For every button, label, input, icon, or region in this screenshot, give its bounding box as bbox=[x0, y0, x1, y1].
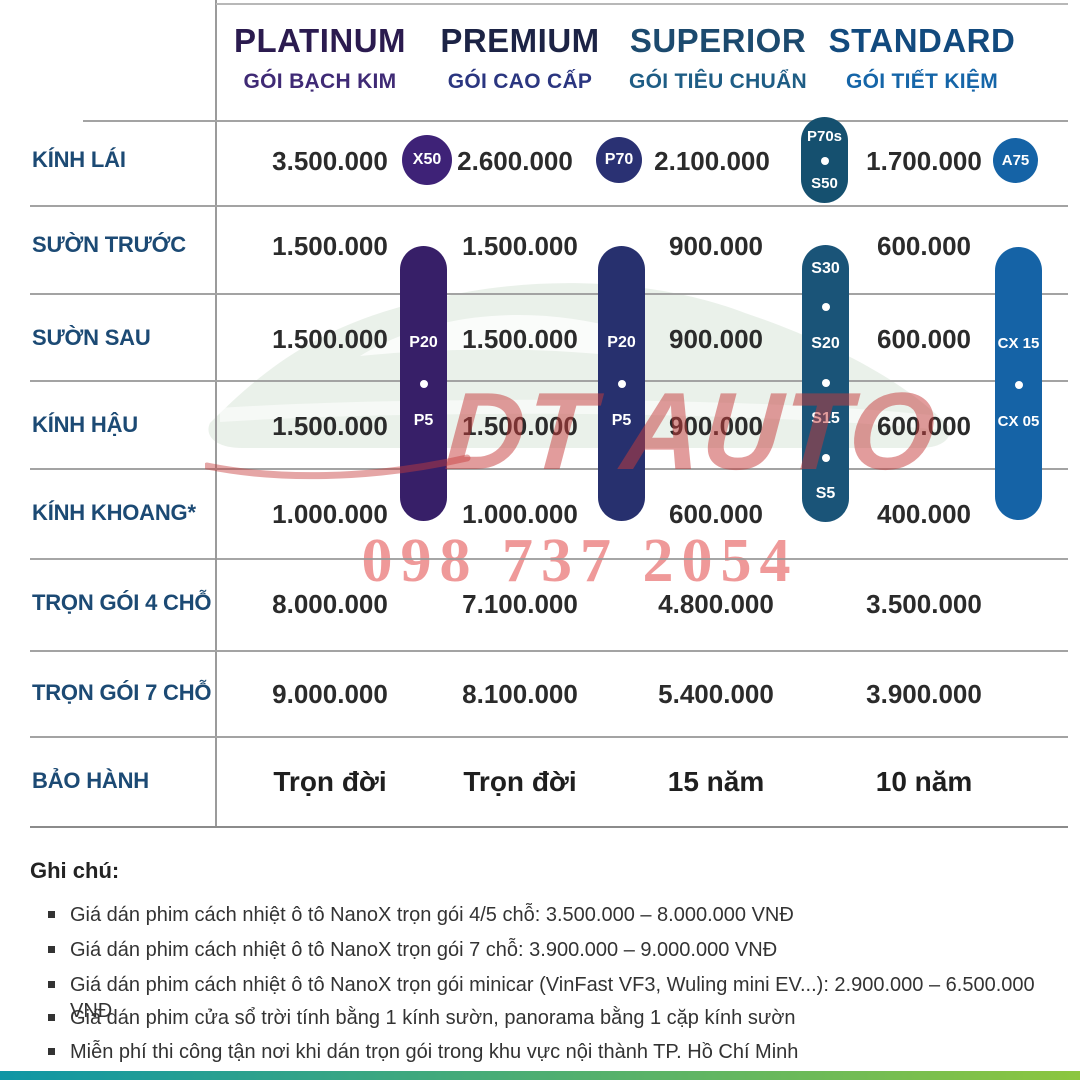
dot-icon bbox=[820, 157, 829, 165]
column-divider bbox=[215, 0, 217, 828]
row-label-tron-goi-4-cho: TRỌN GÓI 4 CHỖ bbox=[32, 590, 212, 615]
divider-row bbox=[30, 380, 1068, 382]
cell-kinh-hau-platinum: 1.500.000 bbox=[272, 411, 388, 441]
pill-label: CX 15 bbox=[997, 335, 1040, 352]
watermark-brand-text: DT AUTO bbox=[441, 370, 941, 493]
cell-bao-hanh-superior: 15 năm bbox=[667, 766, 765, 797]
cell-kinh-lai-platinum: 3.500.000 bbox=[272, 146, 388, 176]
cell-bao-hanh-platinum: Trọn đời bbox=[273, 766, 387, 797]
pill-premium-films: P20 P5 bbox=[598, 246, 645, 521]
cell-suon-truoc-superior: 900.000 bbox=[669, 231, 763, 261]
divider-row bbox=[30, 558, 1068, 560]
row-label-kinh-lai: KÍNH LÁI bbox=[32, 147, 126, 172]
row-label-suon-sau: SƯỜN SAU bbox=[32, 325, 151, 350]
cell-tron-goi-4-platinum: 8.000.000 bbox=[272, 589, 388, 619]
cell-tron-goi-7-platinum: 9.000.000 bbox=[272, 679, 388, 709]
badge-p70: P70 bbox=[596, 137, 642, 183]
cell-kinh-lai-premium: 2.600.000 bbox=[457, 146, 573, 176]
note-item: Giá dán phim cửa sổ trời tính bằng 1 kín… bbox=[48, 1005, 1060, 1031]
dot-icon bbox=[821, 303, 830, 311]
column-header-standard: STANDARD bbox=[828, 22, 1016, 59]
cell-kinh-lai-standard: 1.700.000 bbox=[866, 146, 982, 176]
badge-p70s-label: P70s bbox=[806, 128, 843, 145]
pill-label: P5 bbox=[611, 412, 632, 429]
row-label-kinh-hau: KÍNH HẬU bbox=[32, 412, 138, 437]
badge-p70s-s50: P70s S50 bbox=[801, 117, 848, 203]
cell-suon-sau-premium: 1.500.000 bbox=[462, 324, 578, 354]
column-header-premium: PREMIUM bbox=[440, 22, 600, 59]
pill-label: P20 bbox=[409, 334, 438, 351]
dot-icon bbox=[419, 380, 428, 388]
divider-row bbox=[30, 650, 1068, 652]
cell-kinh-hau-superior: 900.000 bbox=[669, 411, 763, 441]
column-subtitle-premium: GÓI CAO CẤP bbox=[447, 70, 593, 93]
dot-icon bbox=[617, 380, 626, 388]
pill-label: S20 bbox=[811, 335, 840, 352]
dot-icon bbox=[821, 379, 830, 387]
column-subtitle-superior: GÓI TIÊU CHUẨN bbox=[628, 70, 808, 93]
cell-kinh-khoang-platinum: 1.000.000 bbox=[272, 499, 388, 529]
row-label-tron-goi-7-cho: TRỌN GÓI 7 CHỖ bbox=[32, 680, 212, 705]
pill-label: S30 bbox=[811, 260, 840, 277]
cell-kinh-hau-standard: 600.000 bbox=[877, 411, 971, 441]
cell-tron-goi-4-superior: 4.800.000 bbox=[658, 589, 774, 619]
cell-suon-sau-superior: 900.000 bbox=[669, 324, 763, 354]
watermark-swoosh bbox=[205, 454, 471, 480]
cell-kinh-hau-premium: 1.500.000 bbox=[462, 411, 578, 441]
cell-bao-hanh-premium: Trọn đời bbox=[463, 766, 577, 797]
divider-header bbox=[83, 120, 1068, 122]
cell-kinh-khoang-premium: 1.000.000 bbox=[462, 499, 578, 529]
divider-row bbox=[30, 468, 1068, 470]
divider-row bbox=[30, 736, 1068, 738]
cell-kinh-lai-superior: 2.100.000 bbox=[654, 146, 770, 176]
row-label-suon-truoc: SƯỜN TRƯỚC bbox=[32, 232, 186, 257]
dot-icon bbox=[821, 454, 830, 462]
divider-top bbox=[216, 3, 1068, 5]
cell-suon-sau-standard: 600.000 bbox=[877, 324, 971, 354]
cell-tron-goi-7-standard: 3.900.000 bbox=[866, 679, 982, 709]
divider-bottom bbox=[30, 826, 1068, 828]
column-subtitle-standard: GÓI TIẾT KIỆM bbox=[845, 70, 999, 93]
cell-tron-goi-7-premium: 8.100.000 bbox=[462, 679, 578, 709]
badge-x50: X50 bbox=[402, 135, 452, 185]
bottom-accent-bar bbox=[0, 1071, 1080, 1080]
note-item: Miễn phí thi công tận nơi khi dán trọn g… bbox=[48, 1039, 1060, 1065]
cell-kinh-khoang-superior: 600.000 bbox=[669, 499, 763, 529]
cell-suon-truoc-platinum: 1.500.000 bbox=[272, 231, 388, 261]
cell-bao-hanh-standard: 10 năm bbox=[875, 766, 973, 797]
cell-tron-goi-4-premium: 7.100.000 bbox=[462, 589, 578, 619]
column-subtitle-platinum: GÓI BẠCH KIM bbox=[243, 70, 397, 93]
cell-suon-sau-platinum: 1.500.000 bbox=[272, 324, 388, 354]
cell-suon-truoc-standard: 600.000 bbox=[877, 231, 971, 261]
pill-label: P20 bbox=[607, 334, 636, 351]
divider-row bbox=[30, 293, 1068, 295]
pill-platinum-films: P20 P5 bbox=[400, 246, 447, 521]
row-label-bao-hanh: BẢO HÀNH bbox=[32, 768, 149, 793]
note-item: Giá dán phim cách nhiệt ô tô NanoX trọn … bbox=[48, 937, 1060, 963]
pill-standard-films: CX 15 CX 05 bbox=[995, 247, 1042, 520]
pill-label: CX 05 bbox=[997, 413, 1040, 430]
badge-s50-label: S50 bbox=[811, 175, 838, 192]
note-item: Giá dán phim cách nhiệt ô tô NanoX trọn … bbox=[48, 972, 1060, 1024]
column-header-platinum: PLATINUM bbox=[233, 22, 407, 59]
cell-tron-goi-7-superior: 5.400.000 bbox=[658, 679, 774, 709]
note-item: Giá dán phim cách nhiệt ô tô NanoX trọn … bbox=[48, 902, 1060, 928]
pill-superior-films: S30 S20 S15 S5 bbox=[802, 245, 849, 522]
cell-suon-truoc-premium: 1.500.000 bbox=[462, 231, 578, 261]
divider-row bbox=[30, 205, 1068, 207]
notes-heading: Ghi chú: bbox=[30, 858, 120, 883]
badge-a75: A75 bbox=[993, 138, 1038, 183]
cell-tron-goi-4-standard: 3.500.000 bbox=[866, 589, 982, 619]
pill-label: S5 bbox=[815, 485, 836, 502]
dot-icon bbox=[1014, 381, 1023, 389]
column-header-superior: SUPERIOR bbox=[629, 22, 807, 59]
watermark-phone-number: 098 737 2054 bbox=[361, 527, 799, 595]
cell-kinh-khoang-standard: 400.000 bbox=[877, 499, 971, 529]
pill-label: S15 bbox=[811, 410, 840, 427]
row-label-kinh-khoang: KÍNH KHOANG* bbox=[32, 500, 196, 525]
pill-label: P5 bbox=[413, 412, 434, 429]
